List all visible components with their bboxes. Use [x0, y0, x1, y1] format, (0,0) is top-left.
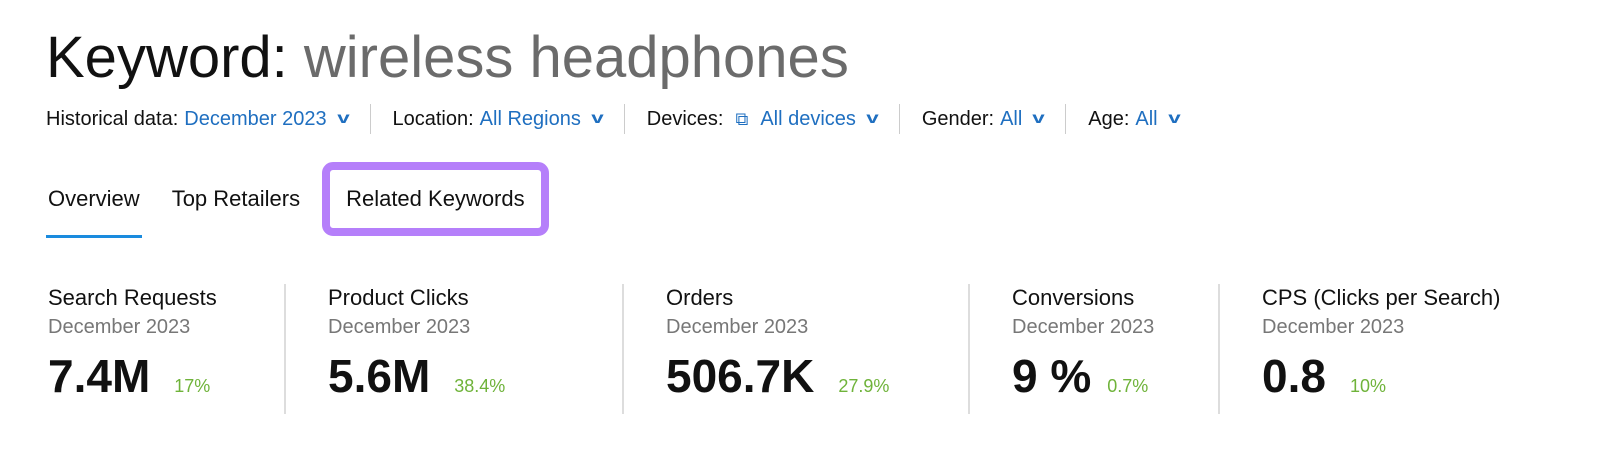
metric-name: Search Requests — [48, 285, 217, 310]
filter-label: Location: — [392, 107, 474, 130]
metric-change: 0.7% — [1107, 376, 1149, 396]
tab-top-retailers[interactable]: Top Retailers — [171, 186, 301, 211]
page-title: Keyword: wireless headphones — [46, 22, 849, 94]
filter-historical-data[interactable]: Historical data: December 2023 v — [46, 104, 370, 134]
metric-date: December 2023 — [48, 316, 191, 338]
tab-overview[interactable]: Overview — [46, 180, 142, 238]
metric-value: 7.4M — [48, 350, 151, 402]
devices-icon: ⧉ — [735, 108, 749, 129]
metric-search-requests: Search Requests December 2023 7.4M 17% — [48, 284, 284, 414]
filter-age[interactable]: Age: All v — [1065, 104, 1200, 134]
filter-location[interactable]: Location: All Regions v — [369, 104, 624, 134]
title-prefix: Keyword: — [46, 25, 288, 90]
metric-conversions: Conversions December 2023 9 % 0.7% — [968, 284, 1218, 414]
filter-value[interactable]: All Regions — [479, 107, 581, 130]
chevron-down-icon[interactable]: v — [1167, 110, 1181, 127]
filter-label: Age: — [1088, 107, 1130, 130]
metric-name: Conversions — [1012, 285, 1135, 310]
metric-name: Product Clicks — [328, 285, 469, 310]
tab-related-keywords[interactable]: Related Keywords — [322, 162, 549, 236]
filter-label: Devices: — [646, 107, 724, 130]
filter-value[interactable]: All — [1000, 107, 1023, 130]
filter-value[interactable]: All devices — [760, 107, 856, 130]
chevron-down-icon[interactable]: v — [866, 110, 879, 127]
metric-change: 10% — [1349, 376, 1386, 396]
chevron-down-icon[interactable]: v — [591, 110, 604, 127]
metric-name: CPS (Clicks per Search) — [1262, 285, 1501, 310]
metric-value: 5.6M — [328, 350, 431, 402]
filter-value[interactable]: All — [1135, 107, 1158, 130]
metric-value: 506.7K — [666, 350, 815, 402]
filter-devices[interactable]: Devices: ⧉ All devices v — [623, 104, 899, 134]
metric-change: 38.4% — [454, 376, 506, 396]
metrics: Search Requests December 2023 7.4M 17% Prod… — [48, 284, 1582, 414]
metric-value: 0.8 — [1262, 350, 1326, 402]
metric-orders: Orders December 2023 506.7K 27.9% — [622, 284, 968, 414]
filter-value[interactable]: December 2023 — [184, 107, 327, 130]
metric-change: 17% — [174, 376, 211, 396]
metric-date: December 2023 — [328, 316, 471, 338]
metric-cps: CPS (Clicks per Search) December 2023 0.8 1… — [1218, 284, 1582, 414]
chevron-down-icon[interactable]: v — [1032, 110, 1046, 127]
filters-bar: Historical data: December 2023 v Location:… — [46, 104, 1201, 134]
metric-product-clicks: Product Clicks December 2023 5.6M 38.4% — [284, 284, 622, 414]
filter-label: Historical data: — [46, 107, 179, 130]
metric-change: 27.9% — [838, 376, 890, 396]
filter-gender[interactable]: Gender: All v — [898, 104, 1065, 134]
metric-date: December 2023 — [1012, 316, 1155, 338]
metric-date: December 2023 — [666, 316, 809, 338]
filter-label: Gender: — [921, 107, 995, 130]
tabs: Overview Top Retailers Related Keywords — [46, 162, 553, 238]
keyword: wireless headphones — [303, 25, 849, 90]
metric-date: December 2023 — [1262, 316, 1405, 338]
metric-value: 9 % — [1012, 350, 1092, 402]
metric-name: Orders — [666, 285, 734, 310]
chevron-down-icon[interactable]: v — [336, 110, 350, 127]
